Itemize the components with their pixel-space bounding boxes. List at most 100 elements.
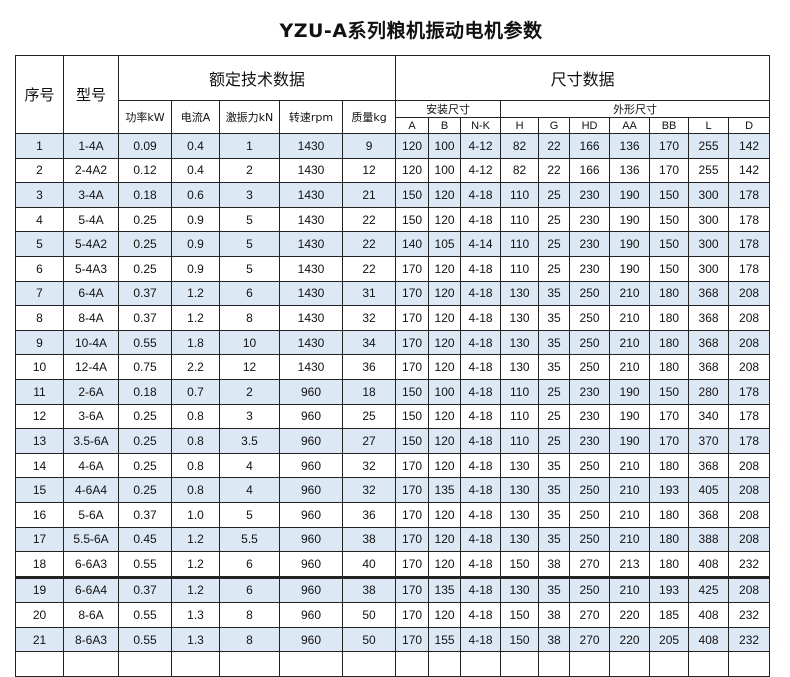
table-cell: 0.9 [171,231,220,257]
table-cell: 0.18 [118,182,172,208]
table-cell: 1.3 [171,626,220,653]
table-cell: 130 [500,526,540,553]
table-cell [728,651,771,677]
table-cell: 0.25 [118,428,172,454]
table-cell: 150 [395,182,430,208]
table-cell: 0.8 [171,477,220,503]
table-cell: 0.18 [118,378,172,405]
table-cell: 0.25 [118,206,172,233]
table-cell: 5 [219,231,280,257]
table-cell: 408 [688,602,730,628]
table-cell: 180 [649,354,690,380]
table-cell: 0.37 [118,305,172,331]
table-cell [118,651,172,677]
table-row: 3 3-4A 0.18 0.6 3 1430 21 150 120 4-18 110 25 230 190… [15,182,771,208]
table-cell [688,651,730,677]
table-cell: 0.8 [171,403,220,430]
table-cell: 4 [15,206,64,233]
table-cell: 4-18 [460,206,502,233]
table-cell: 208 [728,354,771,380]
table-cell: 82 [500,133,540,159]
table-row: 4 5-4A 0.25 0.9 5 1430 22 150 120 4-18 110 25 230 190… [15,206,771,233]
table-cell: 255 [688,157,730,184]
table-cell: 250 [569,576,611,604]
table-cell: 340 [688,403,730,430]
table-cell: 425 [688,576,730,604]
table-cell: 150 [395,206,430,233]
table-cell: 270 [569,626,611,653]
table-cell: 35 [538,329,571,356]
table-cell: 142 [728,133,771,159]
table-cell: 135 [428,576,462,604]
table-cell: 6 [219,551,280,579]
table-cell: 1430 [279,182,343,208]
table-cell: 4-18 [460,551,502,579]
table-cell: 22 [341,231,397,257]
table-cell: 5 [219,501,280,528]
table-cell: 178 [728,182,771,208]
table-cell: 232 [728,551,771,579]
table-cell [395,651,430,677]
header-seq: 序号 [15,55,64,134]
table-cell: 178 [728,378,771,405]
header-install-col: A [395,117,430,134]
table-cell: 25 [538,378,571,405]
table-cell: 22 [341,255,397,282]
table-cell: 4-18 [460,403,502,430]
table-row-partial [15,651,771,677]
table-cell: 110 [500,428,540,454]
table-cell: 300 [688,255,730,282]
table-cell: 1.2 [171,526,220,553]
table-cell [341,651,397,677]
table-cell: 32 [341,477,397,503]
table-cell: 34 [341,329,397,356]
table-cell [500,651,540,677]
table-cell: 0.55 [118,329,172,356]
table-cell: 9 [15,329,64,356]
table-cell: 180 [649,305,690,331]
table-cell: 190 [609,231,651,257]
table-cell: 35 [538,526,571,553]
table-cell: 100 [428,157,462,184]
table-cell: 0.25 [118,452,172,479]
table-cell: 150 [500,602,540,628]
table-cell: 100 [428,133,462,159]
table-cell: 1430 [279,354,343,380]
table-cell: 180 [649,501,690,528]
table-cell: 38 [538,626,571,653]
table-cell: 5-6A [63,501,119,528]
table-cell: 1.2 [171,576,220,604]
table-cell: 110 [500,403,540,430]
table-cell: 388 [688,526,730,553]
table-cell: 208 [728,329,771,356]
header-outline-col: G [538,117,571,134]
table-cell: 250 [569,452,611,479]
table-cell: 4-12 [460,157,502,184]
table-cell: 130 [500,501,540,528]
table-cell [460,651,502,677]
header-outline-col: D [728,117,771,134]
table-cell: 0.25 [118,477,172,503]
table-cell: 170 [395,551,430,579]
table-cell: 27 [341,428,397,454]
table-cell: 180 [649,526,690,553]
table-cell: 208 [728,526,771,553]
table-cell: 4-18 [460,477,502,503]
table-cell: 110 [500,231,540,257]
table-cell: 0.75 [118,354,172,380]
table-cell: 232 [728,602,771,628]
table-cell: 178 [728,255,771,282]
table-cell: 25 [538,403,571,430]
table-cell: 4-14 [460,231,502,257]
header-outline-col: HD [569,117,611,134]
table-cell: 120 [428,206,462,233]
table-cell: 185 [649,602,690,628]
table-cell: 4-18 [460,354,502,380]
table-cell: 1430 [279,206,343,233]
table-cell: 0.25 [118,255,172,282]
table-cell: 120 [395,157,430,184]
table-cell: 82 [500,157,540,184]
table-cell: 14 [15,452,64,479]
table-cell: 25 [538,206,571,233]
table-cell: 120 [428,182,462,208]
